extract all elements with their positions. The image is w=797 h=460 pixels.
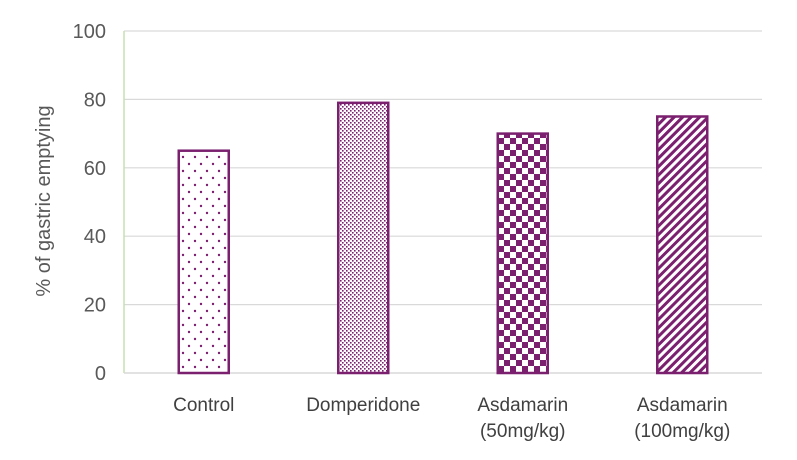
bar-1 xyxy=(337,101,390,375)
y-tick-label: 0 xyxy=(95,363,106,385)
x-tick-label: Control xyxy=(173,395,234,416)
x-tick-label-line: Asdamarin xyxy=(477,395,568,416)
y-tick-label: 80 xyxy=(84,89,106,111)
x-tick-label: Asdamarin (50mg/kg) xyxy=(477,395,568,442)
x-tick-label: Domperidone xyxy=(306,395,420,416)
y-tick-label: 40 xyxy=(84,226,106,248)
axes xyxy=(123,31,762,374)
y-tick-label: 60 xyxy=(84,158,106,180)
bar-2 xyxy=(496,132,549,375)
y-tick-label: 20 xyxy=(84,295,106,317)
x-tick-label-line: Control xyxy=(173,395,234,416)
bar-3 xyxy=(656,115,709,375)
bars xyxy=(177,101,709,375)
y-axis-title: % of gastric emptying xyxy=(33,105,55,296)
x-tick-label-line: Domperidone xyxy=(306,395,420,416)
bar-0 xyxy=(177,149,230,375)
y-tick-label: 100 xyxy=(73,21,106,43)
gridlines xyxy=(124,30,762,306)
x-tick-label-line: (50mg/kg) xyxy=(480,421,566,442)
x-tick-label-line: (100mg/kg) xyxy=(634,421,730,442)
labels: 0 20 40 60 80 100 Control Domperidone Asdamarin (… xyxy=(73,21,731,442)
x-tick-label-line: Asdamarin xyxy=(637,395,728,416)
x-tick-label: Asdamarin (100mg/kg) xyxy=(634,395,730,442)
